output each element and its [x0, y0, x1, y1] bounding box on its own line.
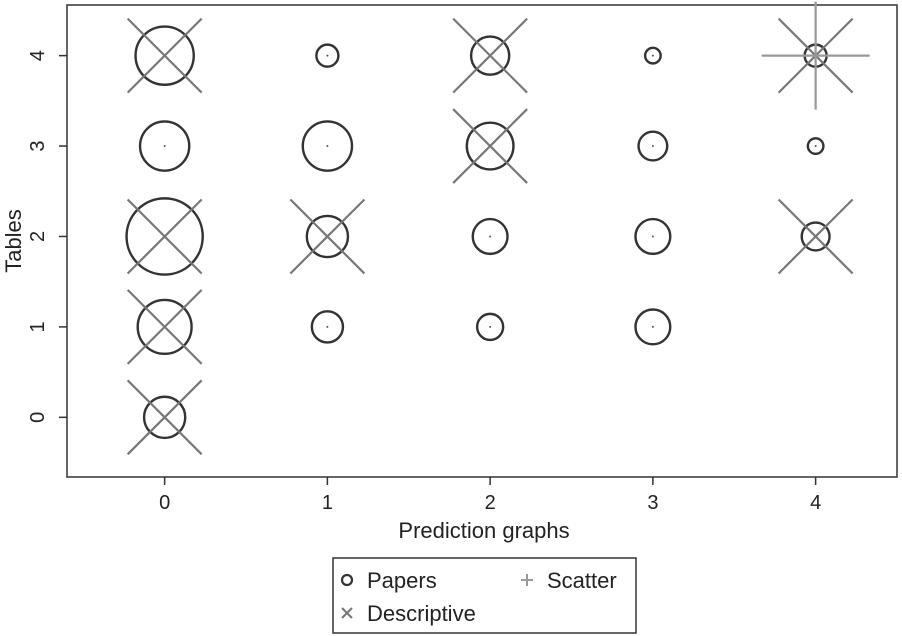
papers-point-center: [326, 54, 329, 57]
legend-scatter-label: Scatter: [547, 568, 617, 593]
legend-papers-key: [340, 573, 354, 587]
papers-point: [315, 43, 340, 68]
legend-papers-label: Papers: [367, 568, 437, 593]
papers-point-center: [651, 54, 654, 57]
x-tick-label: 1: [322, 492, 333, 514]
y-tick-label: 3: [27, 140, 49, 151]
x-tick-label: 0: [159, 492, 170, 514]
descriptive-point: [289, 198, 366, 275]
scatter-point: [761, 1, 870, 110]
papers-point-center: [326, 145, 329, 148]
papers-point: [136, 298, 193, 356]
papers-point-center: [651, 235, 654, 238]
papers-point: [637, 130, 669, 162]
legend-descriptive-key: [341, 607, 353, 619]
papers-point-center: [163, 145, 166, 148]
descriptive-point: [452, 108, 528, 184]
papers-point-center: [489, 235, 492, 238]
papers-point: [634, 217, 672, 256]
papers-point: [806, 137, 825, 156]
papers-point: [310, 310, 345, 344]
papers-point-center: [326, 325, 329, 328]
descriptive-point: [126, 379, 203, 456]
y-axis: 0 1 2 3 4: [27, 50, 67, 423]
y-tick-label: 1: [27, 321, 49, 332]
legend-frame: [332, 557, 637, 634]
x-axis-title: Prediction graphs: [398, 518, 569, 543]
papers-point-center: [814, 145, 817, 148]
y-tick-label: 4: [27, 50, 49, 61]
papers-point-center: [651, 145, 654, 148]
papers-point: [800, 221, 831, 252]
papers-point: [134, 25, 195, 86]
y-tick-label: 2: [27, 231, 49, 242]
descriptive-point: [126, 17, 203, 94]
x-axis: 0 1 2 3 4: [159, 477, 821, 514]
y-tick-label: 0: [27, 412, 49, 423]
papers-point: [475, 312, 505, 342]
chart-marks: [125, 1, 870, 456]
descriptive-point: [126, 289, 203, 365]
papers-point: [465, 121, 515, 171]
papers-point: [305, 214, 350, 259]
descriptive-point: [126, 198, 203, 275]
papers-point-center: [651, 325, 654, 328]
x-tick-label: 2: [485, 492, 496, 514]
papers-point: [142, 395, 187, 440]
plot-frame: [66, 4, 898, 478]
legend-descriptive-label: Descriptive: [367, 601, 476, 626]
papers-point: [634, 308, 672, 346]
legend-scatter-key: [521, 574, 533, 586]
legend: Papers Scatter Descriptive: [332, 557, 637, 634]
papers-point: [643, 46, 662, 65]
x-tick-label: 4: [810, 492, 821, 514]
descriptive-point: [452, 17, 528, 94]
x-tick-label: 3: [647, 492, 658, 514]
papers-point: [469, 35, 511, 76]
papers-point: [125, 197, 204, 276]
papers-point: [301, 120, 354, 172]
papers-point: [138, 120, 191, 172]
y-axis-title: Tables: [1, 209, 26, 273]
descriptive-point: [777, 198, 854, 275]
papers-point: [471, 217, 509, 256]
papers-point-center: [489, 325, 492, 328]
